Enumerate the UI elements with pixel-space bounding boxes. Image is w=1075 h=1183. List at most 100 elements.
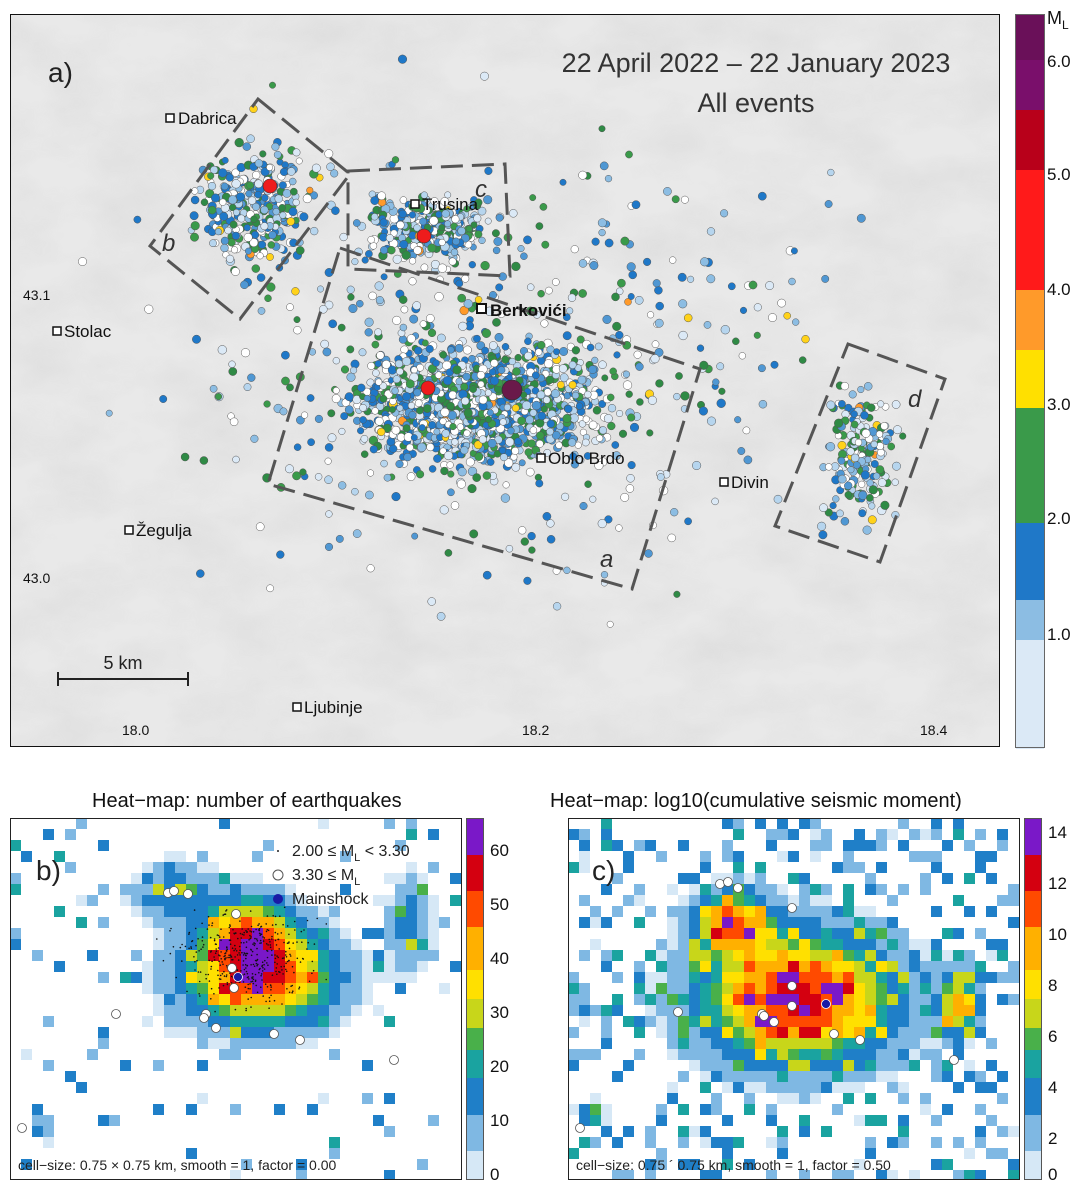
- heat-cell: [777, 994, 788, 1005]
- event-dot: [276, 933, 279, 935]
- coordinate-labels: 43.1 43.0 18.0 18.2 18.4: [23, 287, 947, 738]
- epicenter-dot: [462, 372, 471, 381]
- epicenter-dot: [446, 401, 455, 411]
- event-dot: [200, 948, 202, 950]
- epicenter-dot: [320, 339, 330, 349]
- heat-cell: [755, 1071, 766, 1082]
- colorbar-tick: 0: [490, 1165, 499, 1183]
- heat-cell: [909, 851, 920, 862]
- heat-cell: [700, 1016, 711, 1027]
- place-stolac: Stolac: [52, 322, 112, 341]
- heat-cell: [656, 1005, 667, 1016]
- heat-cell: [197, 917, 208, 928]
- event-dot: [268, 1000, 271, 1002]
- heat-cell: [755, 906, 766, 917]
- heat-cell: [887, 917, 898, 928]
- epicenter-dot: [758, 399, 768, 409]
- epicenter-dot: [542, 512, 552, 521]
- event-dot: [196, 959, 198, 962]
- epicenter-dot: [366, 378, 375, 387]
- heat-cell: [711, 939, 722, 950]
- heat-cell: [579, 1016, 590, 1027]
- event-dot: [249, 930, 251, 932]
- epicenter-dot: [683, 313, 693, 323]
- heat-cell: [1008, 1159, 1019, 1170]
- event-dot: [210, 965, 213, 968]
- heat-cell: [318, 917, 329, 928]
- heat-cell: [21, 1049, 32, 1060]
- heat-cell: [208, 972, 219, 983]
- heat-cell: [656, 983, 667, 994]
- heat-cell: [832, 961, 843, 972]
- heat-cell: [428, 939, 439, 950]
- heat-cell: [285, 1005, 296, 1016]
- epicenter-dot: [494, 332, 504, 342]
- heat-cell: [230, 1027, 241, 1038]
- epicenter-dot: [476, 370, 486, 380]
- event-dot: [242, 960, 245, 962]
- heat-cell: [953, 1016, 964, 1027]
- heat-cell: [318, 1027, 329, 1038]
- heat-cell: [263, 1027, 274, 1038]
- epicenter-dot: [299, 212, 309, 222]
- heat-cell: [975, 1027, 986, 1038]
- heat-cell: [799, 895, 810, 906]
- heat-cell: [755, 1016, 766, 1027]
- heat-cell: [920, 961, 931, 972]
- epicenter-dot: [615, 524, 623, 532]
- heat-cell: [744, 1159, 755, 1170]
- heat-cell: [197, 972, 208, 983]
- event-dot: [226, 982, 229, 984]
- heat-cell: [362, 950, 373, 961]
- heat-cell: [208, 950, 219, 961]
- epicenter-dot: [545, 375, 555, 384]
- heat-cell: [986, 873, 997, 884]
- heat-cell: [263, 983, 274, 994]
- event-dot: [221, 961, 223, 963]
- epicenter-dot: [509, 209, 518, 218]
- epicenter-dot: [673, 392, 681, 401]
- heat-cell: [931, 1005, 942, 1016]
- epicenter-dot: [604, 174, 613, 183]
- large-event-dot: [111, 1009, 121, 1019]
- heat-cell: [810, 983, 821, 994]
- epicenter-dot: [643, 257, 652, 266]
- heat-cell: [821, 983, 832, 994]
- heat-cell: [931, 1016, 942, 1027]
- epicenter-dot: [246, 134, 255, 143]
- event-dot: [238, 952, 240, 954]
- epicenter-dot: [588, 365, 597, 374]
- event-dot: [264, 983, 267, 985]
- heat-cell: [186, 928, 197, 939]
- heat-cell: [208, 994, 219, 1005]
- heat-cell: [219, 972, 230, 983]
- heatmap-earthquake-count: b) 2.00 ≤ ML < 3.30 3.30 ≤ ML Mainshock …: [10, 818, 462, 1180]
- epicenter-dot: [447, 346, 455, 354]
- svg-text:Žegulja: Žegulja: [136, 521, 192, 540]
- epicenter-dot: [473, 214, 482, 223]
- event-dot: [208, 959, 211, 962]
- event-dot: [170, 927, 172, 930]
- heat-cell: [428, 1115, 439, 1126]
- heat-cell: [579, 994, 590, 1005]
- epicenter-dot: [448, 257, 457, 266]
- heat-cell: [153, 928, 164, 939]
- epicenter-dot: [380, 246, 389, 255]
- epicenter-dot: [260, 222, 269, 231]
- heat-cell: [634, 895, 645, 906]
- heat-cell: [579, 950, 590, 961]
- epicenter-dot: [436, 612, 446, 621]
- heat-cell: [975, 1126, 986, 1137]
- heat-cell: [579, 1005, 590, 1016]
- heat-cell: [898, 840, 909, 851]
- heat-cell: [579, 862, 590, 873]
- heat-cell: [942, 1159, 953, 1170]
- epicenter-dot: [866, 479, 874, 487]
- heat-cell: [942, 1104, 953, 1115]
- epicenter-dot: [827, 168, 835, 177]
- heat-cell: [406, 906, 417, 917]
- event-dot: [225, 950, 228, 952]
- event-dot: [249, 988, 251, 990]
- epicenter-dot: [281, 376, 290, 386]
- heat-cell: [777, 1038, 788, 1049]
